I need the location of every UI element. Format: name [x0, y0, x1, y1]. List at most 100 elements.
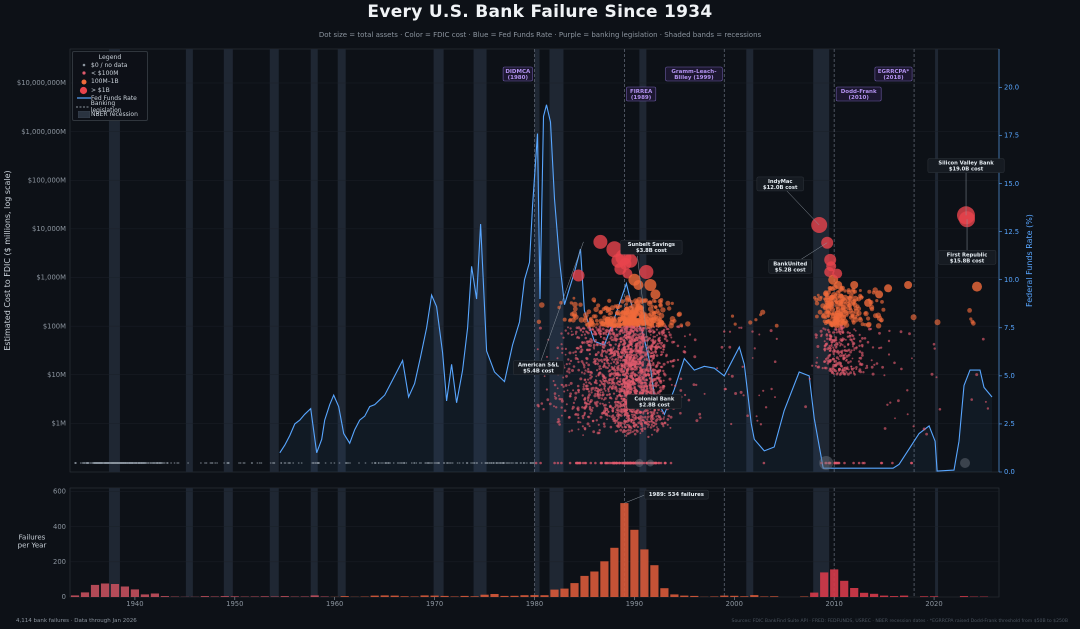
failure-dot [900, 367, 903, 371]
failure-dot [850, 349, 853, 352]
failure-dot [633, 389, 637, 393]
failure-dot [627, 343, 630, 347]
failure-dot [649, 334, 652, 336]
failure-dot [627, 428, 630, 432]
failure-dot [910, 461, 913, 465]
large-failure-dot [834, 281, 843, 289]
failure-dot [618, 461, 621, 465]
failure-dot [746, 414, 749, 418]
failure-dot [635, 390, 638, 393]
failure-dot [398, 462, 400, 464]
failure-dot [653, 412, 656, 416]
failure-dot [639, 417, 642, 421]
failure-dot [861, 295, 864, 299]
failure-dot [853, 347, 856, 349]
failure-dot [830, 369, 833, 373]
failure-dot [645, 384, 647, 387]
failure-dot [657, 373, 660, 376]
failure-dot [631, 375, 633, 378]
failure-dot [577, 360, 580, 364]
failure-dot [623, 422, 626, 425]
failure-dot [816, 293, 820, 297]
failure-dot [614, 397, 618, 401]
annotation-label: $3.8B cost [636, 248, 667, 254]
failure-dot [599, 402, 602, 405]
failure-dot [630, 409, 632, 412]
bar-y-axis-title: Failures [19, 534, 46, 542]
failure-dot [634, 364, 637, 367]
failure-dot [624, 405, 626, 408]
failure-dot [875, 323, 882, 329]
failure-dot [131, 462, 134, 464]
failure-dot [933, 347, 936, 350]
peak-label: 1989: 534 failures [649, 492, 704, 498]
failure-dot [582, 417, 585, 420]
recession-band [746, 488, 754, 597]
failure-dot [644, 415, 647, 419]
failure-dot [804, 405, 807, 409]
large-failure-dot [572, 269, 585, 282]
annotation-leader [538, 241, 584, 368]
failure-dot [619, 408, 623, 411]
failure-count-bar [720, 595, 729, 597]
failure-count-bar [280, 596, 289, 597]
failure-dot [831, 366, 835, 369]
failure-dot [601, 391, 604, 394]
failure-dot [846, 366, 849, 369]
legislation-label: (1980) [508, 75, 529, 81]
failure-dot [571, 405, 575, 409]
failure-dot [575, 461, 578, 465]
failure-dot [443, 462, 446, 464]
failure-dot [648, 383, 652, 387]
failure-dot [828, 334, 832, 338]
failure-dot [740, 326, 743, 329]
failure-dot [728, 330, 732, 333]
failure-dot [660, 410, 663, 413]
failure-dot [600, 330, 603, 333]
failure-dot [821, 367, 824, 370]
failure-dot [642, 360, 644, 363]
failure-dot [151, 462, 154, 464]
legend-item-fed: Fed Funds Rate [73, 94, 147, 102]
failure-dot [506, 462, 509, 464]
failure-dot [589, 376, 592, 380]
failure-dot [598, 429, 601, 432]
legend: Legend $0 / no data < $100M 100M–1B > $1… [72, 51, 148, 121]
failure-dot [811, 364, 814, 367]
failure-dot [971, 321, 976, 326]
failure-dot [828, 354, 831, 357]
failure-dot [625, 295, 631, 301]
failure-dot [564, 384, 568, 387]
failure-dot [628, 353, 631, 356]
failure-dot [628, 388, 631, 391]
failure-dot [820, 335, 823, 338]
failure-dot [558, 394, 560, 397]
failure-dot [648, 330, 652, 334]
failure-dot [641, 364, 644, 367]
failure-dot [593, 358, 596, 361]
failure-dot [616, 395, 619, 398]
failure-dot [170, 462, 173, 464]
large-failure-dot [832, 268, 843, 279]
failure-dot [538, 326, 542, 330]
y2-tick-label: 12.5 [1004, 228, 1019, 236]
failure-dot [650, 320, 655, 325]
failure-dot [617, 380, 620, 383]
legislation-label: Bliley (1999) [674, 75, 714, 81]
failure-dot [975, 373, 979, 377]
failure-dot [662, 345, 666, 349]
failure-dot [619, 425, 622, 427]
failure-dot [587, 399, 590, 402]
large-failure-dot [639, 265, 654, 279]
failure-dot [825, 303, 832, 309]
big-dot-swatch [76, 86, 91, 95]
failure-dot [662, 412, 665, 415]
failure-dot [592, 343, 596, 347]
failure-dot [568, 351, 572, 355]
failure-dot [641, 368, 644, 371]
failure-dot [392, 462, 395, 464]
failure-dot [634, 350, 637, 353]
failure-dot [670, 336, 673, 339]
recession-band [534, 49, 540, 472]
